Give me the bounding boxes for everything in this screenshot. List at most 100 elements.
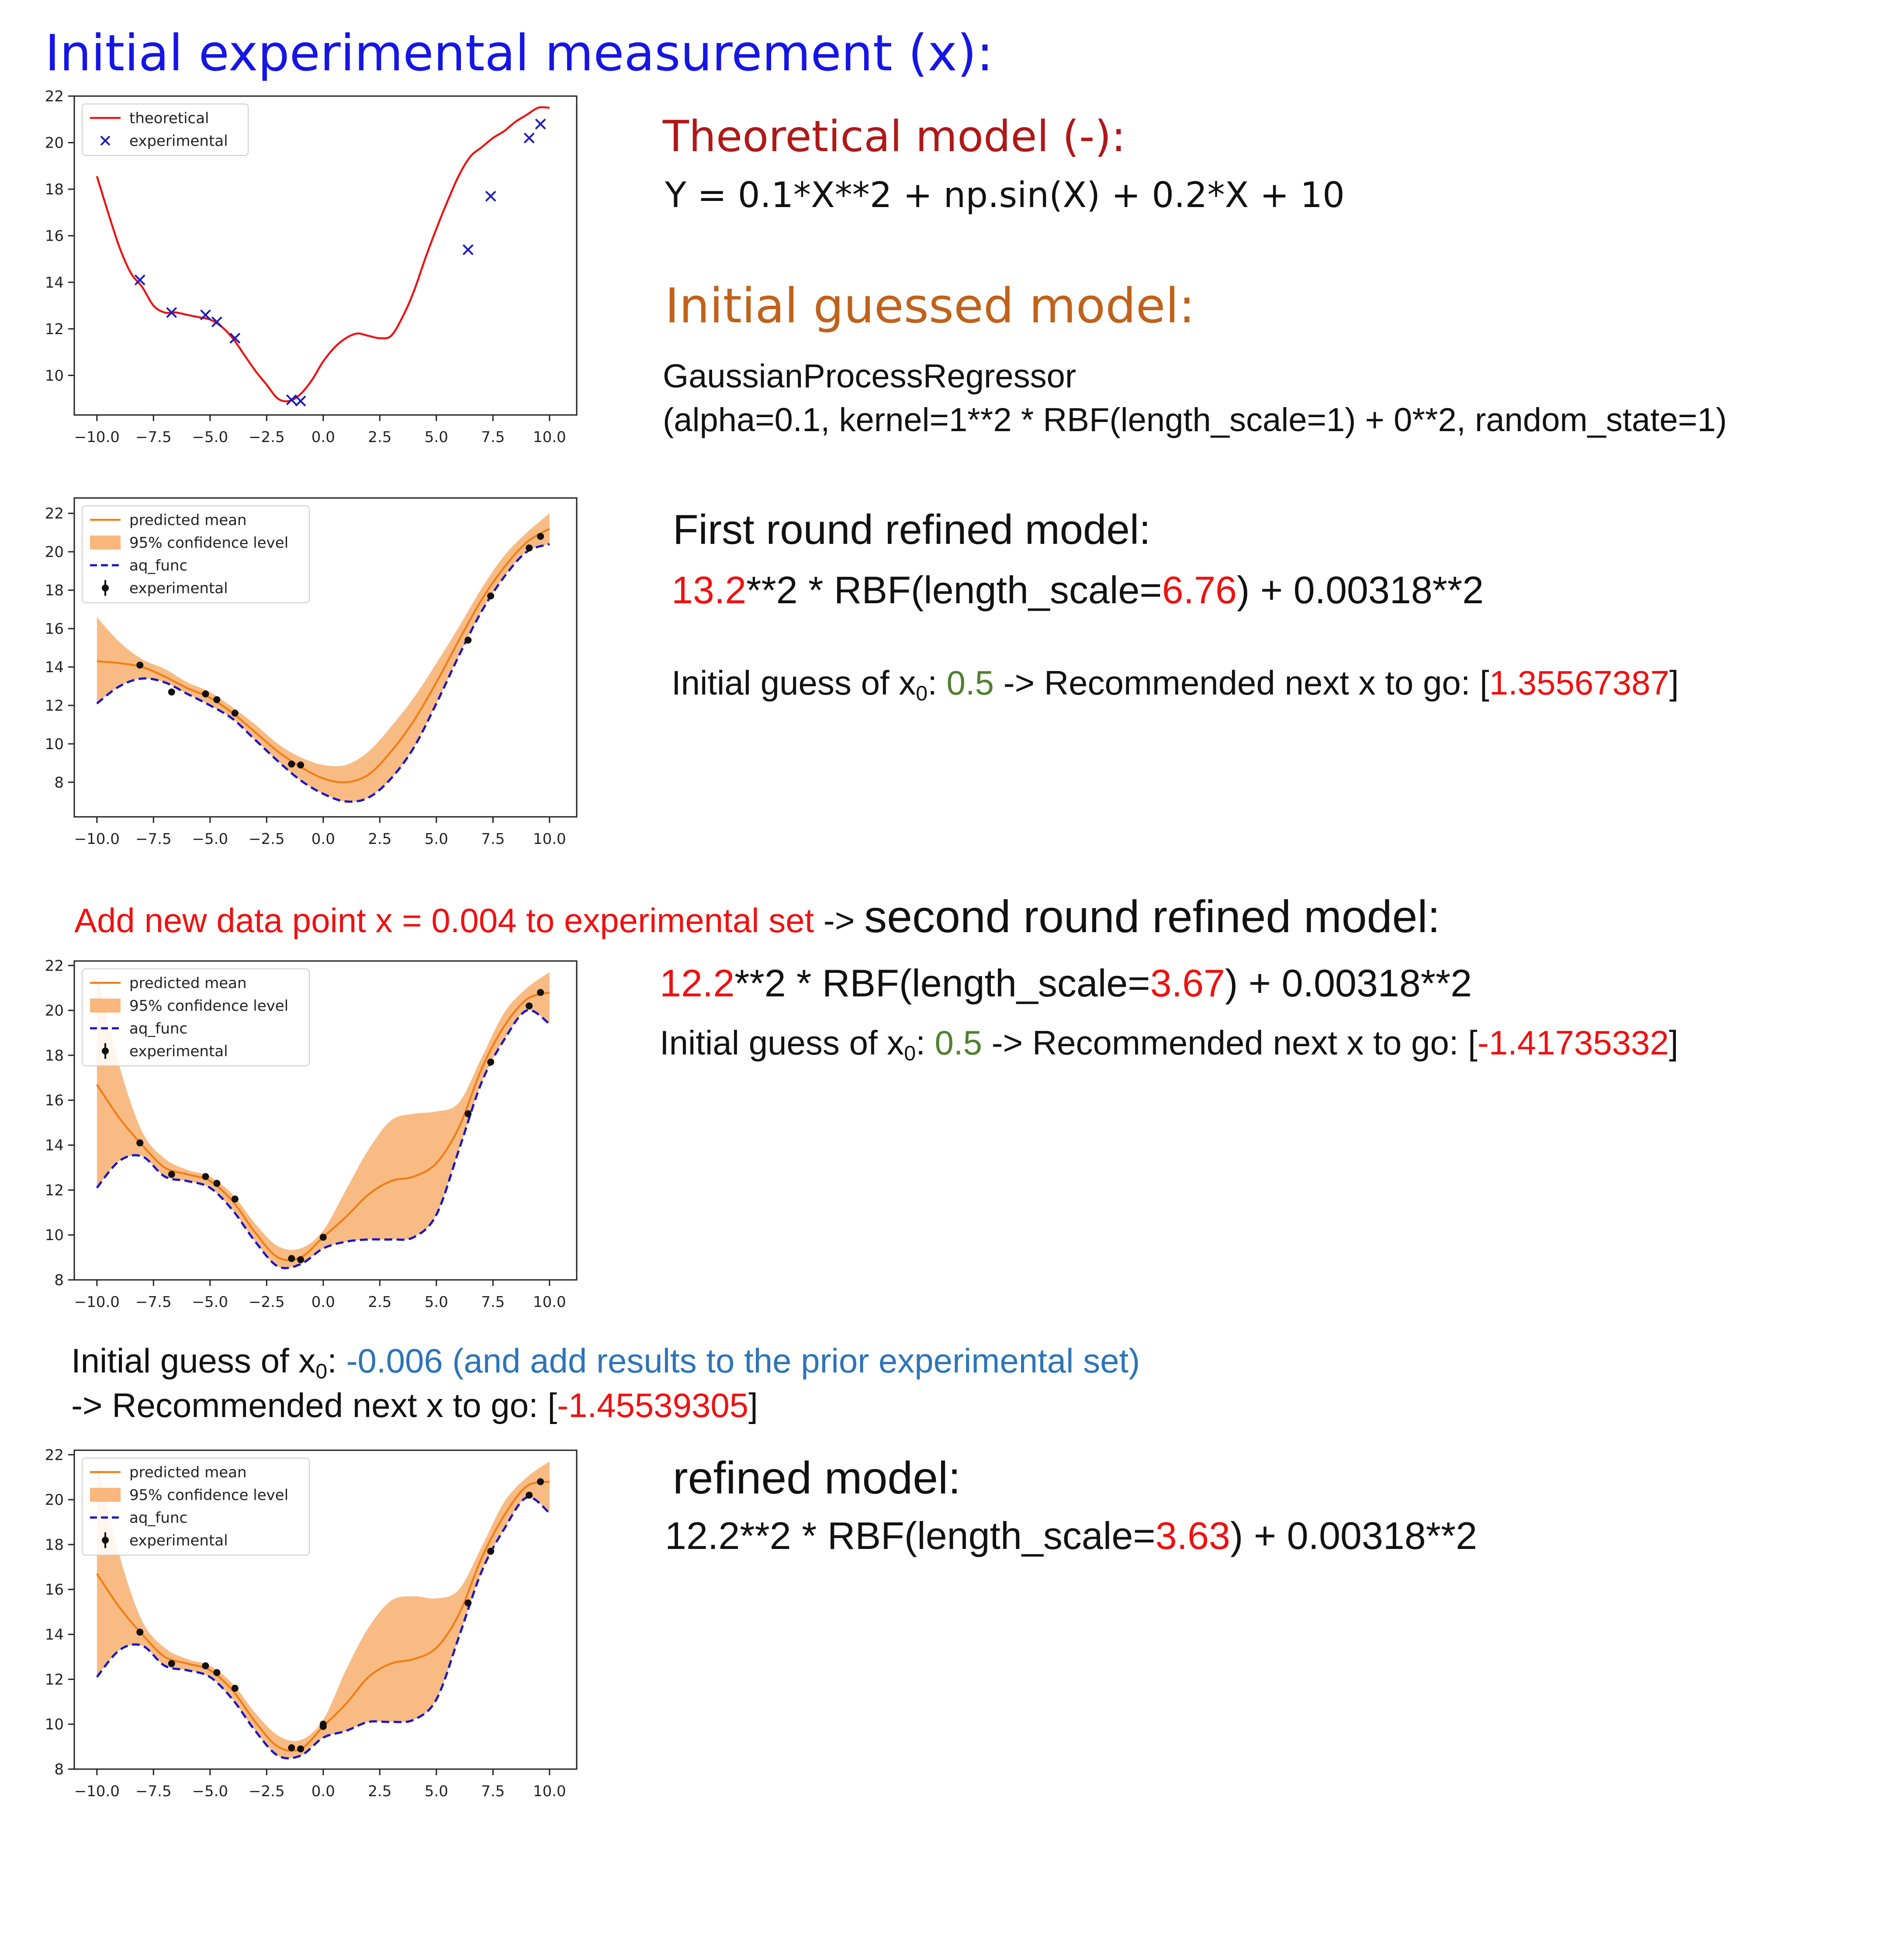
x-tick-label: −5.0 bbox=[192, 1783, 228, 1800]
y-tick-label: 22 bbox=[45, 88, 64, 105]
plot-area bbox=[96, 513, 550, 803]
marker-stroke bbox=[211, 316, 222, 328]
experimental-point bbox=[136, 1628, 144, 1636]
second-round-heading: second round refined model: bbox=[864, 892, 1440, 942]
legend-point-swatch bbox=[102, 584, 109, 591]
x-tick-label: −2.5 bbox=[249, 830, 285, 848]
x-tick-label: 10.0 bbox=[533, 1783, 566, 1800]
y-tick-label: 18 bbox=[45, 1047, 64, 1065]
y-tick-label: 18 bbox=[45, 1536, 64, 1554]
marker-stroke bbox=[535, 118, 546, 130]
y-tick-label: 12 bbox=[45, 1182, 64, 1199]
marker-stroke bbox=[462, 244, 474, 256]
first-recommended-value: 1.35567387 bbox=[1489, 664, 1669, 702]
x-tick-label: 2.5 bbox=[368, 429, 391, 446]
x-tick-label: −5.0 bbox=[192, 830, 228, 848]
y-tick-label: 16 bbox=[45, 1092, 64, 1110]
theoretical-line bbox=[96, 106, 550, 403]
refined-kernel-length-scale: 3.63 bbox=[1155, 1514, 1230, 1557]
third-round-recommendation: -> Recommended next x to go: [-1.4553930… bbox=[71, 1386, 758, 1425]
first-round-guess: Initial guess of x0: 0.5 -> Recommended … bbox=[672, 663, 1679, 706]
first-guess-sub: 0 bbox=[916, 681, 928, 705]
legend-label: experimental bbox=[129, 132, 228, 150]
refined-model-heading: refined model: bbox=[673, 1453, 961, 1504]
third-guess-label: Initial guess of x bbox=[71, 1341, 316, 1380]
experimental-marker bbox=[286, 394, 297, 405]
experimental-point bbox=[168, 1660, 175, 1667]
x-tick-label: 2.5 bbox=[368, 830, 391, 848]
aq-func-line bbox=[96, 1496, 550, 1760]
first-guess-rec-label: -> Recommended next x to go: [ bbox=[993, 664, 1489, 702]
second-guess-close: ] bbox=[1668, 1023, 1679, 1062]
experimental-point bbox=[213, 1179, 221, 1187]
confidence-band bbox=[97, 1461, 550, 1759]
y-tick-label: 10 bbox=[45, 367, 64, 384]
x-tick-label: 7.5 bbox=[481, 830, 505, 848]
predicted-mean-line bbox=[96, 1480, 550, 1752]
experimental-marker bbox=[200, 309, 211, 321]
axes-frame bbox=[73, 497, 578, 818]
legend-label: predicted mean bbox=[129, 512, 247, 529]
legend-label: predicted mean bbox=[129, 975, 247, 992]
legend-label: experimental bbox=[129, 580, 228, 597]
experimental-point bbox=[537, 1478, 544, 1485]
chart-theoretical: −10.0 −7.5 −5.0 −2.5 0.0 2.5 5.0 7.5 10.0 10 12 14 1… bbox=[45, 88, 578, 446]
x-tick-label: −2.5 bbox=[249, 429, 285, 446]
legend-band-swatch bbox=[90, 536, 121, 550]
legend-label: aq_func bbox=[129, 557, 187, 574]
second-guess-rec-label: -> Recommended next x to go: [ bbox=[982, 1023, 1478, 1062]
y-tick-label: 14 bbox=[45, 659, 64, 676]
third-recommended-value: -1.45539305 bbox=[557, 1386, 749, 1424]
legend-label: 95% confidence level bbox=[129, 534, 288, 552]
theoretical-model-heading: Theoretical model (-): bbox=[663, 112, 1126, 162]
experimental-point bbox=[526, 1491, 533, 1499]
experimental-marker bbox=[462, 244, 474, 256]
y-tick-label: 14 bbox=[45, 1626, 64, 1644]
axes-frame bbox=[73, 1449, 578, 1770]
second-guess-colon: : bbox=[916, 1023, 935, 1062]
marker-stroke bbox=[523, 132, 535, 144]
experimental-point bbox=[288, 760, 295, 768]
chart-refined: −10.0 −7.5 −5.0 −2.5 0.0 2.5 5.0 7.5 10.0 8 10 12 14… bbox=[45, 1446, 578, 1800]
experimental-point bbox=[213, 696, 221, 703]
y-tick-label: 22 bbox=[45, 1446, 64, 1464]
experimental-point bbox=[288, 1255, 295, 1262]
second-round-kernel: 12.2**2 * RBF(length_scale=3.67) + 0.003… bbox=[660, 961, 1472, 1006]
aq-func-line bbox=[96, 543, 550, 803]
experimental-marker bbox=[211, 316, 222, 328]
y-tick-label: 22 bbox=[45, 505, 64, 522]
experimental-point bbox=[526, 1002, 533, 1009]
experimental-point bbox=[487, 1058, 495, 1066]
experimental-marker bbox=[295, 395, 306, 407]
legend-band-swatch bbox=[90, 999, 121, 1013]
marker-stroke bbox=[286, 394, 297, 405]
x-tick-label: −7.5 bbox=[135, 1783, 172, 1800]
gpr-args: (alpha=0.1, kernel=1**2 * RBF(length_sca… bbox=[663, 401, 1727, 439]
initial-guessed-model-heading: Initial guessed model: bbox=[665, 278, 1195, 334]
x-tick-label: −10.0 bbox=[74, 830, 120, 848]
marker-stroke bbox=[100, 135, 111, 146]
third-guess-sub: 0 bbox=[315, 1359, 328, 1383]
x-tick-label: −10.0 bbox=[74, 429, 120, 446]
y-tick-label: 10 bbox=[45, 1227, 64, 1244]
experimental-point bbox=[202, 690, 209, 698]
add-data-point-line: Add new data point x = 0.004 to experime… bbox=[74, 891, 1440, 943]
legend-label: 95% confidence level bbox=[129, 997, 288, 1015]
experimental-point bbox=[319, 1234, 327, 1241]
second-guess-label: Initial guess of x bbox=[660, 1023, 904, 1062]
y-tick-label: 10 bbox=[45, 1716, 64, 1733]
first-guess-value: 0.5 bbox=[946, 664, 994, 702]
marker-stroke bbox=[166, 307, 177, 318]
plot-area bbox=[96, 106, 550, 403]
y-tick-label: 12 bbox=[45, 1671, 64, 1688]
first-round-heading: First round refined model: bbox=[673, 506, 1151, 553]
y-tick-label: 18 bbox=[45, 181, 64, 198]
second-kernel-length-scale: 3.67 bbox=[1150, 961, 1225, 1005]
experimental-point bbox=[231, 1684, 239, 1692]
refined-kernel-end: ) + 0.00318**2 bbox=[1230, 1514, 1478, 1557]
x-tick-label: −2.5 bbox=[249, 1783, 285, 1800]
marker-stroke bbox=[200, 309, 211, 321]
experimental-point bbox=[202, 1173, 209, 1180]
x-tick-label: 7.5 bbox=[481, 1783, 505, 1800]
third-rec-close: ] bbox=[748, 1386, 758, 1424]
